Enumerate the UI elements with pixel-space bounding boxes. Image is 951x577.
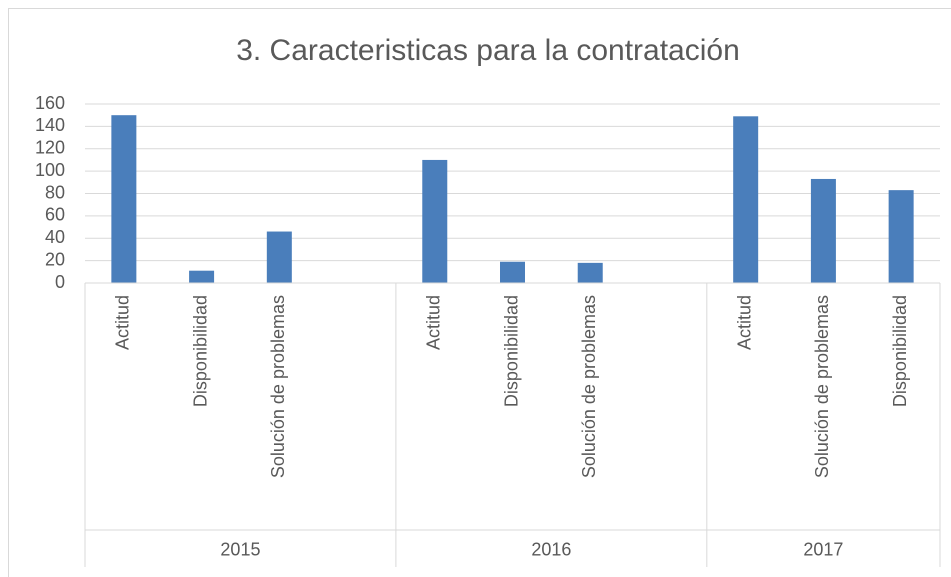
chart-border xyxy=(8,8,951,577)
y-tick-label: 100 xyxy=(35,160,65,180)
bar xyxy=(266,231,292,283)
bar xyxy=(111,115,137,283)
y-tick-label: 140 xyxy=(35,115,65,135)
bar xyxy=(422,159,448,283)
bar xyxy=(810,178,836,283)
y-tick-label: 60 xyxy=(45,205,65,225)
chart-title: 3. Caracteristicas para la contratación xyxy=(236,34,740,67)
y-tick-label: 0 xyxy=(55,272,65,292)
x-tick-label: Solución de problemas xyxy=(268,295,288,478)
x-tick-label: Actitud xyxy=(113,295,133,350)
group-label: 2016 xyxy=(531,539,571,559)
y-tick-label: 160 xyxy=(35,93,65,113)
y-tick-label: 80 xyxy=(45,182,65,202)
group-label: 2015 xyxy=(220,539,260,559)
x-tick-label: Solución de problemas xyxy=(812,295,832,478)
bar xyxy=(888,190,914,283)
y-tick-label: 20 xyxy=(45,249,65,269)
x-tick-label: Actitud xyxy=(734,295,754,350)
x-tick-label: Disponibilidad xyxy=(501,295,521,407)
y-tick-label: 120 xyxy=(35,138,65,158)
x-tick-label: Disponibilidad xyxy=(890,295,910,407)
x-tick-label: Disponibilidad xyxy=(190,295,210,407)
x-tick-label: Solución de problemas xyxy=(579,295,599,478)
group-label: 2017 xyxy=(803,539,843,559)
bar xyxy=(733,116,759,284)
bar xyxy=(577,262,603,283)
y-tick-label: 40 xyxy=(45,227,65,247)
bar xyxy=(189,270,215,283)
x-tick-label: Actitud xyxy=(424,295,444,350)
bar xyxy=(500,261,525,283)
